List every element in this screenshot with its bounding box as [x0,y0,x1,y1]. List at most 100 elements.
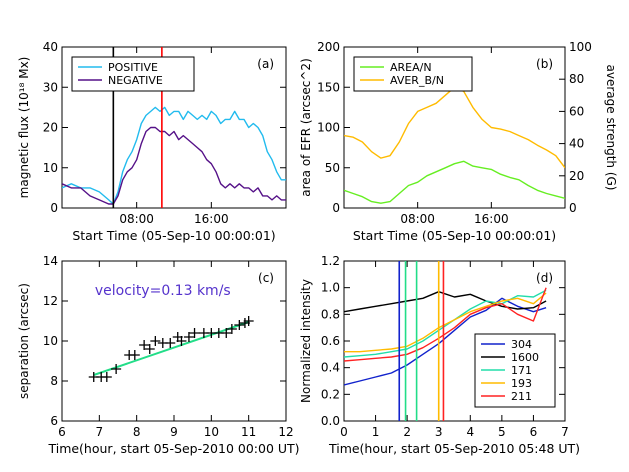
legend-label: 193 [511,377,532,390]
legend-label: NEGATIVE [108,74,163,87]
panel-c-ytick-label: 14 [43,254,58,268]
series-line-positive [62,106,286,205]
panel-c-ylabel: separation (arcsec) [17,283,31,399]
panel-b-y2tick-label: 0 [569,201,577,215]
data-point [183,332,194,342]
panel-d-ytick-label: 0.8 [321,307,340,321]
data-point [101,372,112,382]
panel-b-y2tick-label: 20 [569,169,584,183]
panel-d-xtick-label: 3 [435,425,443,439]
panel-b-y2label: average strength (G) [604,65,618,191]
panel-a-ytick-label: 10 [43,161,58,175]
panel-d-xtick-label: 5 [498,425,506,439]
panel-d-plot-area [344,261,547,421]
data-point [189,328,200,338]
panel-b-ytick-label: 0 [332,201,340,215]
panel-c-xtick-label: 6 [58,425,66,439]
data-point [144,344,155,354]
panel-b-ylabel: area of EFR (arcsec^2) [299,58,313,197]
panel-b-xtick-label: 16:00 [474,212,509,226]
data-point [139,340,150,350]
panel-c-ytick-label: 10 [43,334,58,348]
panel-d-xtick-label: 1 [372,425,380,439]
panel-b-y2tick-label: 60 [569,104,584,118]
panel-d-ylabel: Normalized intensity [299,279,313,403]
panel-b-y2tick-label: 100 [569,40,592,54]
legend-label: 1600 [511,351,539,364]
series-line-negative [62,126,286,205]
legend-label: AVER_B/N [390,74,444,87]
panel-b-ytick-label: 200 [317,40,340,54]
data-point [226,324,237,334]
panel-c-annotation: velocity=0.13 km/s [95,283,231,299]
legend-label: AREA/N [390,61,432,74]
panel-c-ytick-label: 6 [50,414,58,428]
data-point [129,350,140,360]
panel-c-xtick-label: 7 [96,425,104,439]
panel-d-xtick-label: 2 [403,425,411,439]
series-line-1600 [344,291,547,313]
panel-a-ytick-label: 30 [43,80,58,94]
panel-d-ytick-label: 1.0 [321,281,340,295]
panel-a-ytick-label: 20 [43,121,58,135]
panel-d-xtick-label: 6 [530,425,538,439]
panel-c-xtick-label: 12 [278,425,293,439]
panel-c-xtick-label: 11 [241,425,256,439]
panel-d-label: (d) [536,271,553,285]
legend-label: 211 [511,390,532,403]
panel-d-ytick-label: 0.2 [321,387,340,401]
data-point [165,338,176,348]
panel-b-xlabel: Start Time (05-Sep-10 00:00:01) [353,228,556,243]
panel-a-ytick-label: 0 [50,201,58,215]
panel-d-ytick-label: 0.0 [321,414,340,428]
panel-c-xtick-label: 10 [204,425,219,439]
series-line-304 [344,297,547,386]
series-line-171 [344,289,547,358]
series-line-area-n [344,160,565,204]
panel-d-xtick-label: 4 [466,425,474,439]
data-point [234,320,245,330]
panel-d-ytick-label: 0.4 [321,361,340,375]
panel-b-plot-area [344,86,565,204]
panel-c-xtick-label: 8 [133,425,141,439]
panel-c-ytick-label: 12 [43,294,58,308]
panel-a-xlabel: Start Time (05-Sep-10 00:00:01) [72,228,275,243]
legend-box [353,56,473,92]
series-line-aver-b-n [344,86,565,169]
data-point [243,316,254,326]
panel-c-xtick-label: 9 [170,425,178,439]
panel-a-label: (a) [257,57,274,71]
panel-b-xtick-label: 08:00 [400,212,435,226]
panel-a-ylabel: magnetic flux (10¹⁸ Mx) [17,57,31,199]
panel-a-xtick-label: 08:00 [119,212,154,226]
panel-b-label: (b) [536,57,553,71]
legend-label: 171 [511,364,532,377]
panel-c-plot-area [88,316,254,382]
panel-d-ytick-label: 1.2 [321,254,340,268]
data-point [111,364,122,374]
panel-c-label: (c) [258,271,274,285]
panel-b-ytick-label: 100 [317,121,340,135]
panel-a-xtick-label: 16:00 [194,212,229,226]
panel-c-ytick-label: 8 [50,374,58,388]
panel-d-xtick-label: 0 [340,425,348,439]
panel-d-ytick-label: 0.6 [321,334,340,348]
panel-b-y2tick-label: 80 [569,72,584,86]
data-point [221,328,232,338]
legend-label: POSITIVE [108,61,158,74]
panel-c-xlabel: Time(hour, start 05-Sep-2010 00:00 UT) [47,441,299,456]
series-line-211 [344,287,547,362]
panel-a-ytick-label: 40 [43,40,58,54]
data-point [150,336,161,346]
fit-line [93,321,249,376]
series-line-193 [344,292,547,353]
legend-label: 304 [511,338,532,351]
legend-box [71,56,195,92]
data-point [176,336,187,346]
panel-d-xlabel: Time(hour, start 05-Sep-2010 05:48 UT) [328,441,580,456]
panel-b-ytick-label: 150 [317,80,340,94]
panel-b-ytick-label: 50 [325,161,340,175]
panel-d-xtick-label: 7 [561,425,569,439]
panel-b-y2tick-label: 40 [569,137,584,151]
